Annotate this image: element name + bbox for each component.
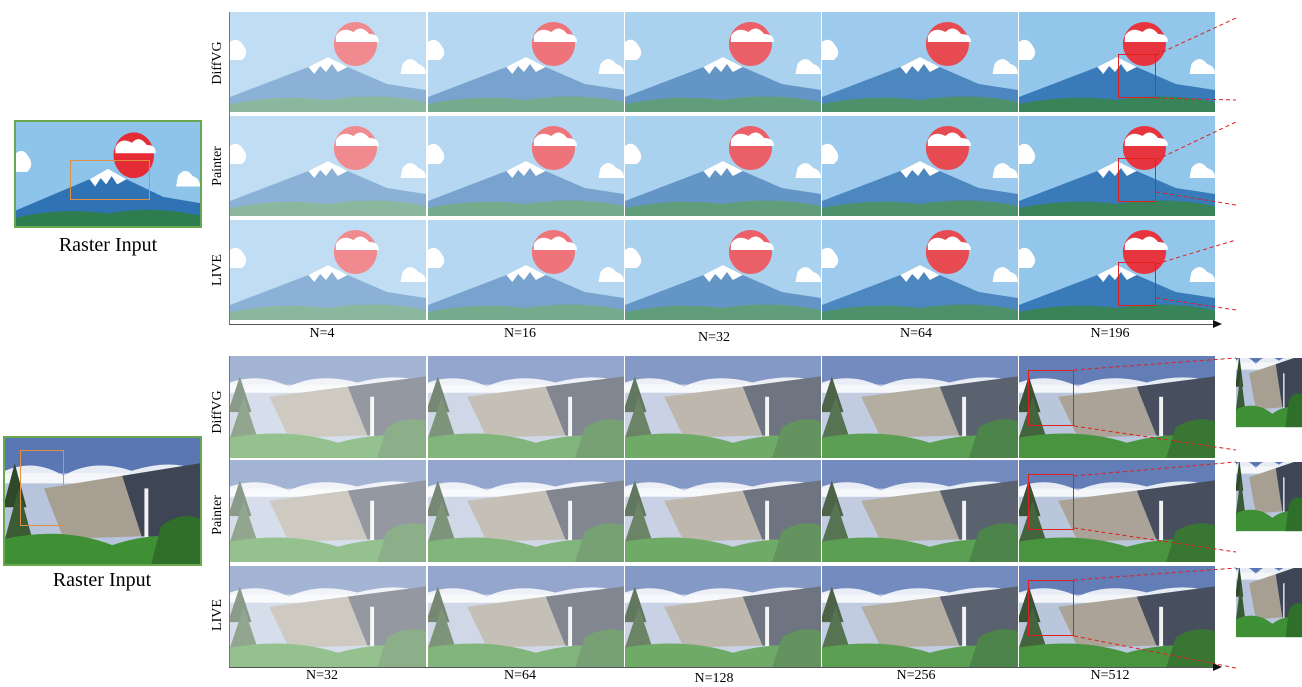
row-label-painter-top: Painter — [210, 146, 225, 186]
top-diffvg-result-1 — [428, 12, 624, 112]
top-n-label-0: N=4 — [309, 326, 335, 341]
row-label-diffvg-top: DiffVG — [210, 41, 225, 85]
bottom-axis-arrow — [1213, 663, 1222, 671]
bottom-n-label-3: N=256 — [896, 668, 936, 683]
top-n-label-1: N=16 — [503, 326, 536, 341]
top-live-result-2 — [625, 220, 821, 320]
bottom-painter-result-3 — [822, 460, 1018, 562]
top-painter-zoom-crop — [1236, 122, 1302, 202]
bottom-n-label-4: N=512 — [1090, 668, 1130, 683]
bottom-live-result-3 — [822, 566, 1018, 668]
bottom-painter-zoom-box — [1028, 474, 1074, 530]
bottom-diffvg-result-1 — [428, 356, 624, 458]
top-n-label-4: N=196 — [1090, 326, 1130, 341]
raster-input-caption-bottom: Raster Input — [52, 569, 152, 591]
top-diffvg-result-3 — [822, 12, 1018, 112]
top-axis-arrow — [1213, 320, 1222, 328]
bottom-n-label-1: N=64 — [503, 668, 536, 683]
top-live-zoom-crop — [1236, 234, 1302, 314]
row-label-live-top: LIVE — [210, 254, 225, 286]
top-live-result-1 — [428, 220, 624, 320]
bottom-painter-zoom-crop — [1236, 462, 1302, 552]
top-live-zoom-box — [1118, 262, 1156, 306]
bottom-diffvg-result-3 — [822, 356, 1018, 458]
top-painter-result-1 — [428, 116, 624, 216]
raster-input-fuji — [14, 120, 202, 228]
top-n-axis — [229, 324, 1213, 325]
top-live-result-0 — [230, 220, 426, 320]
top-n-label-3: N=64 — [899, 326, 932, 341]
bottom-n-label-2: N=128 — [694, 671, 734, 686]
top-vertical-axis — [229, 12, 230, 324]
top-live-result-4 — [1019, 220, 1215, 320]
bottom-diffvg-zoom-box — [1028, 370, 1074, 426]
top-painter-result-0 — [230, 116, 426, 216]
row-label-painter-bottom: Painter — [210, 495, 225, 535]
top-live-result-3 — [822, 220, 1018, 320]
raster-input-caption-top: Raster Input — [58, 234, 158, 256]
bottom-painter-result-1 — [428, 460, 624, 562]
raster-input-yosemite — [3, 436, 202, 566]
bottom-live-result-0 — [230, 566, 426, 668]
top-diffvg-result-2 — [625, 12, 821, 112]
raster-input-zoom-box — [70, 160, 150, 200]
bottom-live-zoom-crop — [1236, 568, 1302, 658]
raster-input-zoom-box-bottom — [20, 450, 64, 526]
top-painter-result-2 — [625, 116, 821, 216]
bottom-painter-result-0 — [230, 460, 426, 562]
bottom-vertical-axis — [229, 356, 230, 668]
bottom-diffvg-zoom-crop — [1236, 358, 1302, 448]
row-label-live-bottom: LIVE — [210, 599, 225, 631]
top-diffvg-zoom-crop — [1236, 18, 1302, 98]
top-diffvg-result-4 — [1019, 12, 1215, 112]
row-label-diffvg-bottom: DiffVG — [210, 390, 225, 434]
bottom-live-zoom-box — [1028, 580, 1074, 636]
bottom-n-axis — [229, 667, 1213, 668]
top-diffvg-result-0 — [230, 12, 426, 112]
top-diffvg-zoom-box — [1118, 54, 1156, 98]
bottom-diffvg-result-0 — [230, 356, 426, 458]
top-painter-result-4 — [1019, 116, 1215, 216]
bottom-diffvg-result-2 — [625, 356, 821, 458]
bottom-live-result-2 — [625, 566, 821, 668]
bottom-n-label-0: N=32 — [305, 668, 338, 683]
bottom-painter-result-2 — [625, 460, 821, 562]
bottom-live-result-1 — [428, 566, 624, 668]
top-n-label-2: N=32 — [697, 330, 730, 345]
top-painter-zoom-box — [1118, 158, 1156, 202]
top-painter-result-3 — [822, 116, 1018, 216]
